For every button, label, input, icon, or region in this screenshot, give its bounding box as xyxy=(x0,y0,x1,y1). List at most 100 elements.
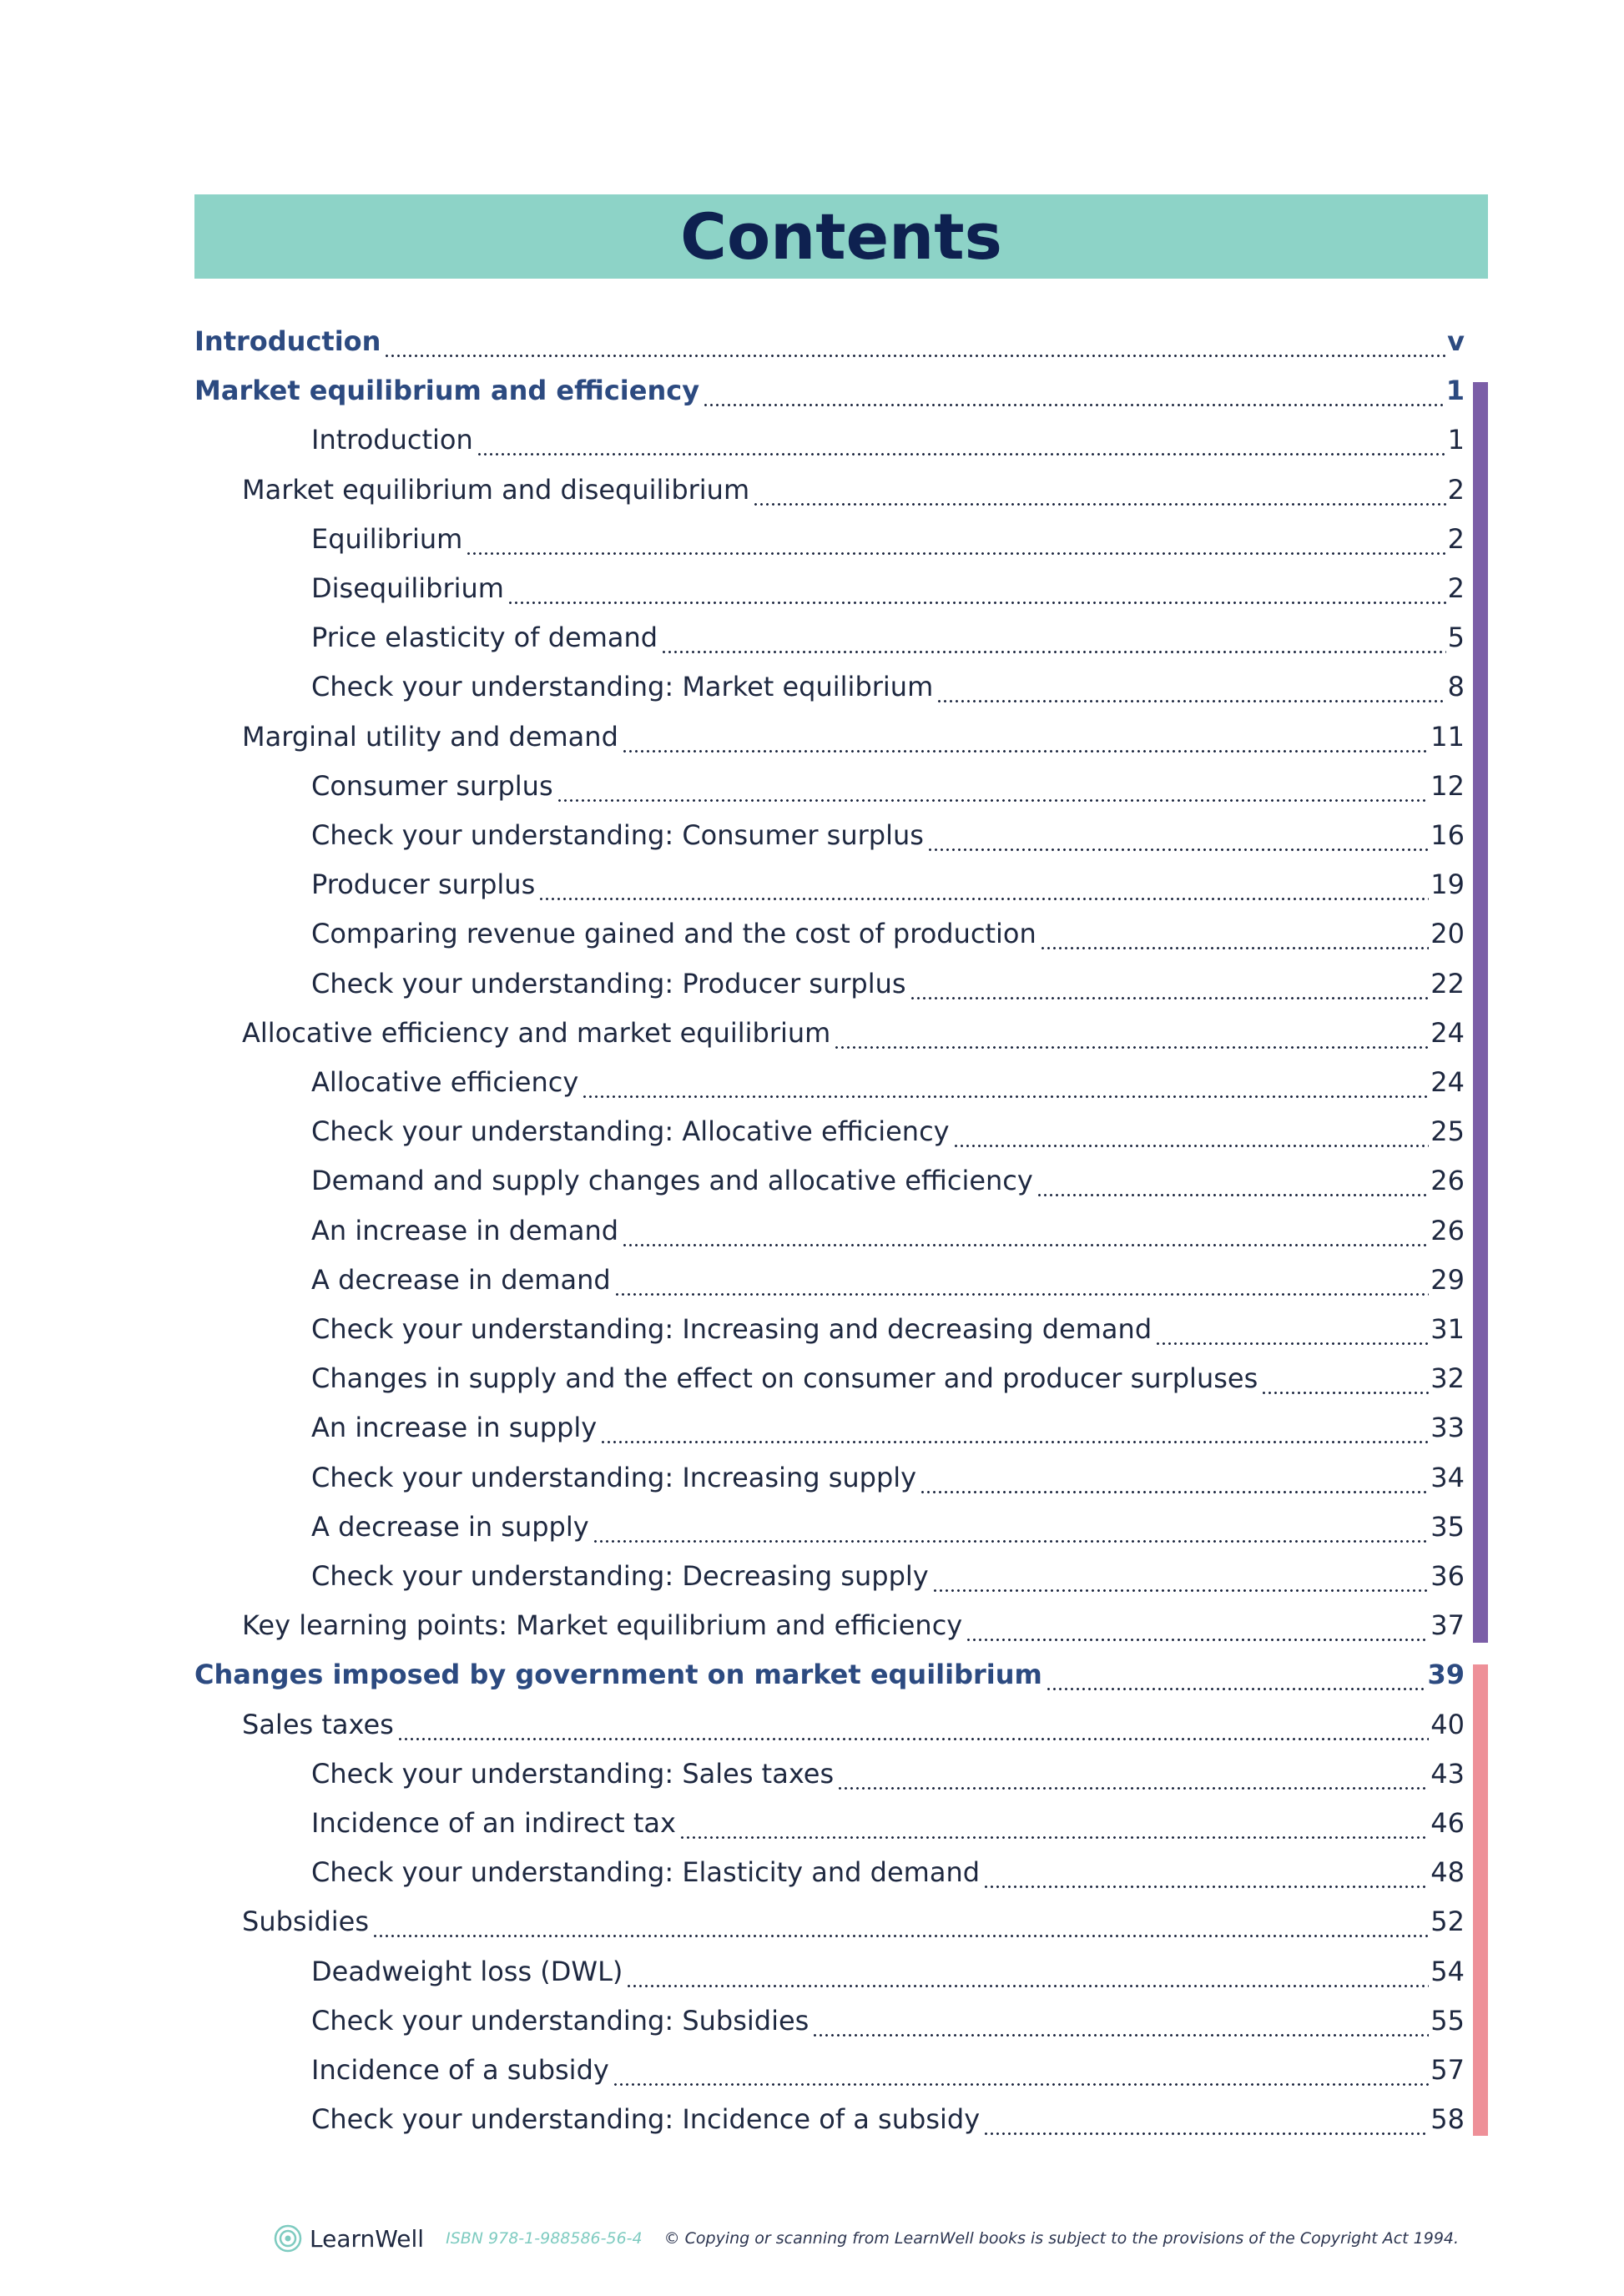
page-number: 1 xyxy=(1445,375,1465,407)
page-number: 35 xyxy=(1430,1510,1465,1543)
toc-entry: Check your understanding: Consumer surpl… xyxy=(311,814,1465,856)
toc-entry: Check your understanding: Elasticity and… xyxy=(311,1851,1465,1894)
page-number: 26 xyxy=(1430,1214,1465,1246)
page-number: 37 xyxy=(1430,1609,1465,1642)
toc-entry: Subsidies 52 xyxy=(242,1901,1465,1943)
leader-dots xyxy=(1036,1168,1430,1202)
entry-title: Market equilibrium and efficiency xyxy=(194,375,700,407)
leader-dots xyxy=(396,1711,1430,1745)
entry-title: Changes imposed by government on market … xyxy=(194,1659,1042,1691)
toc-entry: Market equilibrium and efficiency 1 xyxy=(194,370,1465,412)
toc-entry: Incidence of an indirect tax 46 xyxy=(311,1802,1465,1844)
page-number: 25 xyxy=(1430,1115,1465,1148)
page-number: 39 xyxy=(1427,1659,1465,1691)
toc-entry: Allocative efficiency and market equilib… xyxy=(242,1012,1465,1054)
entry-title: Check your understanding: Increasing and… xyxy=(311,1313,1152,1345)
toc-entry: Incidence of a subsidy 57 xyxy=(311,2049,1465,2091)
page-number: 20 xyxy=(1430,918,1465,950)
page-number: 31 xyxy=(1430,1313,1465,1345)
entry-title: Key learning points: Market equilibrium … xyxy=(242,1609,963,1642)
leader-dots xyxy=(837,1760,1430,1795)
toc-entry: Check your understanding: Decreasing sup… xyxy=(311,1555,1465,1597)
toc-entry: Introduction 1 xyxy=(311,419,1465,461)
toc-entry: Check your understanding: Allocative eff… xyxy=(311,1110,1465,1153)
entry-title: Allocative efficiency xyxy=(311,1066,579,1098)
leader-dots xyxy=(592,1513,1430,1548)
toc-entry: Demand and supply changes and allocative… xyxy=(311,1160,1465,1202)
page-number: 12 xyxy=(1430,769,1465,802)
page-number: 8 xyxy=(1447,671,1465,703)
page-number: 24 xyxy=(1430,1016,1465,1049)
toc-entry: Check your understanding: Market equilib… xyxy=(311,666,1465,708)
leader-dots xyxy=(600,1415,1430,1449)
toc-entry: Disequilibrium 2 xyxy=(311,567,1465,609)
toc-entry: Marginal utility and demand 11 xyxy=(242,716,1465,758)
leader-dots xyxy=(703,378,1445,412)
leader-dots xyxy=(909,970,1430,1004)
page-number: 1 xyxy=(1447,424,1465,456)
toc-entry: Check your understanding: Sales taxes 43 xyxy=(311,1753,1465,1795)
toc-entry: An increase in supply 33 xyxy=(311,1407,1465,1449)
leader-dots xyxy=(753,476,1446,511)
leader-dots xyxy=(622,1217,1430,1251)
leader-dots xyxy=(661,625,1446,659)
leader-dots xyxy=(1045,1662,1426,1696)
entry-title: Check your understanding: Increasing sup… xyxy=(311,1461,917,1493)
page-number: 55 xyxy=(1430,2004,1465,2037)
header-bar: Contents xyxy=(194,194,1488,279)
entry-title: Check your understanding: Producer surpl… xyxy=(311,967,906,999)
entry-title: Equilibrium xyxy=(311,522,463,555)
leader-dots xyxy=(507,576,1446,609)
page-number: 46 xyxy=(1430,1807,1465,1839)
page-number: 22 xyxy=(1430,967,1465,999)
entry-title: Check your understanding: Sales taxes xyxy=(311,1757,835,1790)
page-number: 32 xyxy=(1430,1362,1465,1395)
entry-title: Allocative efficiency and market equilib… xyxy=(242,1016,831,1049)
leader-dots xyxy=(920,1464,1430,1498)
toc-entry: Producer surplus 19 xyxy=(311,864,1465,906)
leader-dots xyxy=(931,1563,1430,1597)
entry-title: Introduction xyxy=(194,325,381,357)
toc-entry: Check your understanding: Increasing sup… xyxy=(311,1457,1465,1498)
page-number: 57 xyxy=(1430,2054,1465,2086)
section-bar xyxy=(1473,1664,1488,2136)
entry-title: A decrease in demand xyxy=(311,1263,611,1296)
page-number: 34 xyxy=(1430,1461,1465,1493)
entry-title: Comparing revenue gained and the cost of… xyxy=(311,918,1036,950)
leader-dots xyxy=(1155,1317,1430,1350)
entry-title: An increase in demand xyxy=(311,1214,619,1246)
entry-title: Check your understanding: Incidence of a… xyxy=(311,2103,981,2136)
leader-dots xyxy=(952,1119,1430,1153)
page-number: 43 xyxy=(1430,1757,1465,1790)
page-number: 16 xyxy=(1430,819,1465,851)
entry-title: Producer surplus xyxy=(311,869,536,901)
leader-dots xyxy=(582,1070,1430,1103)
isbn: ISBN 978-1-988586-56-4 xyxy=(446,2229,643,2248)
page-number: 36 xyxy=(1430,1560,1465,1592)
leader-dots xyxy=(1039,921,1430,955)
toc-entry: Consumer surplus 12 xyxy=(311,765,1465,807)
toc-entry: Check your understanding: Incidence of a… xyxy=(311,2098,1465,2141)
toc-entry: Sales taxes 40 xyxy=(242,1704,1465,1745)
entry-title: An increase in supply xyxy=(311,1412,598,1444)
page-number: 11 xyxy=(1430,720,1465,753)
logo xyxy=(274,2224,302,2253)
toc-entry: Check your understanding: Increasing and… xyxy=(311,1308,1465,1350)
leader-dots xyxy=(384,329,1446,362)
entry-title: Disequilibrium xyxy=(311,572,504,604)
leader-dots xyxy=(466,526,1446,560)
leader-dots xyxy=(613,1266,1430,1301)
page-number: 2 xyxy=(1447,522,1465,555)
page-number: v xyxy=(1447,325,1465,357)
leader-dots xyxy=(812,2007,1430,2042)
entry-title: Changes in supply and the effect on cons… xyxy=(311,1362,1258,1395)
leader-dots xyxy=(626,1958,1430,1992)
leader-dots xyxy=(926,823,1430,856)
page-number: 5 xyxy=(1447,622,1465,654)
entry-title: Incidence of a subsidy xyxy=(311,2054,609,2086)
toc-entry: Check your understanding: Subsidies 55 xyxy=(311,2000,1465,2042)
toc-entry: Price elasticity of demand 5 xyxy=(311,617,1465,659)
toc-entry: Deadweight loss (DWL) 54 xyxy=(311,1951,1465,1992)
entry-title: A decrease in supply xyxy=(311,1510,589,1543)
